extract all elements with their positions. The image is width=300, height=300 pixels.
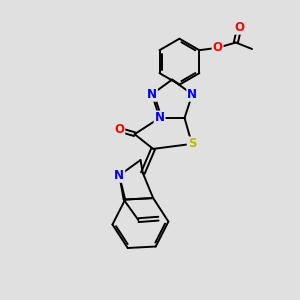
Text: N: N xyxy=(114,169,124,182)
Text: O: O xyxy=(114,123,124,136)
Text: N: N xyxy=(187,88,197,101)
Text: N: N xyxy=(147,88,157,101)
Text: O: O xyxy=(213,41,223,54)
Text: S: S xyxy=(188,137,196,150)
Text: O: O xyxy=(234,21,244,34)
Text: N: N xyxy=(154,112,165,124)
